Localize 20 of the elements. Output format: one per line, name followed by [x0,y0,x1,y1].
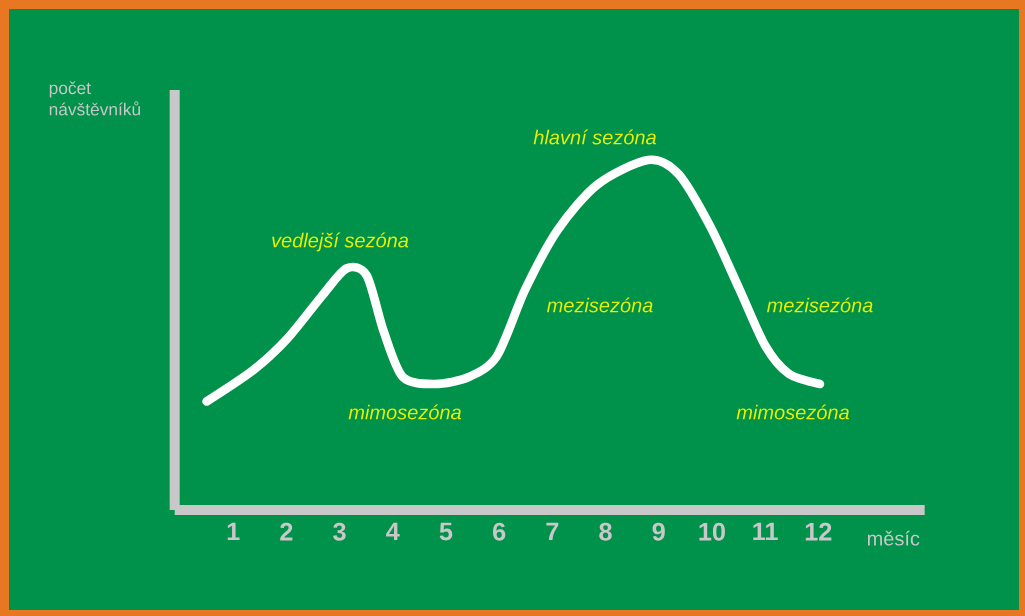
x-tick-label: 8 [599,522,612,541]
annotation: mezisezóna [546,297,653,313]
x-tick-label: 4 [386,522,400,541]
annotation: mezisezóna [766,297,873,313]
x-tick-label: 11 [753,522,778,541]
annotation: mimosezóna [736,404,849,420]
x-tick-label: 1 [227,522,240,541]
text: hlavní sezóna [533,129,656,145]
x-tick-label: 6 [493,522,506,541]
x-tick-label: 10 [699,522,725,541]
x-axis-title: měsíc [867,530,920,546]
x-tick-label: 9 [652,522,665,541]
x-tick-label: 2 [280,522,293,541]
x-tick-label: 3 [333,522,346,541]
y-axis-title: počet návštěvníků [49,81,140,116]
x-tick-label: 12 [805,522,832,541]
annotation: vedlejší sezóna [272,232,409,252]
x-tick-label: 7 [546,522,559,541]
x-tick-label: 5 [439,522,453,541]
annotation: mimosezóna [348,404,461,420]
